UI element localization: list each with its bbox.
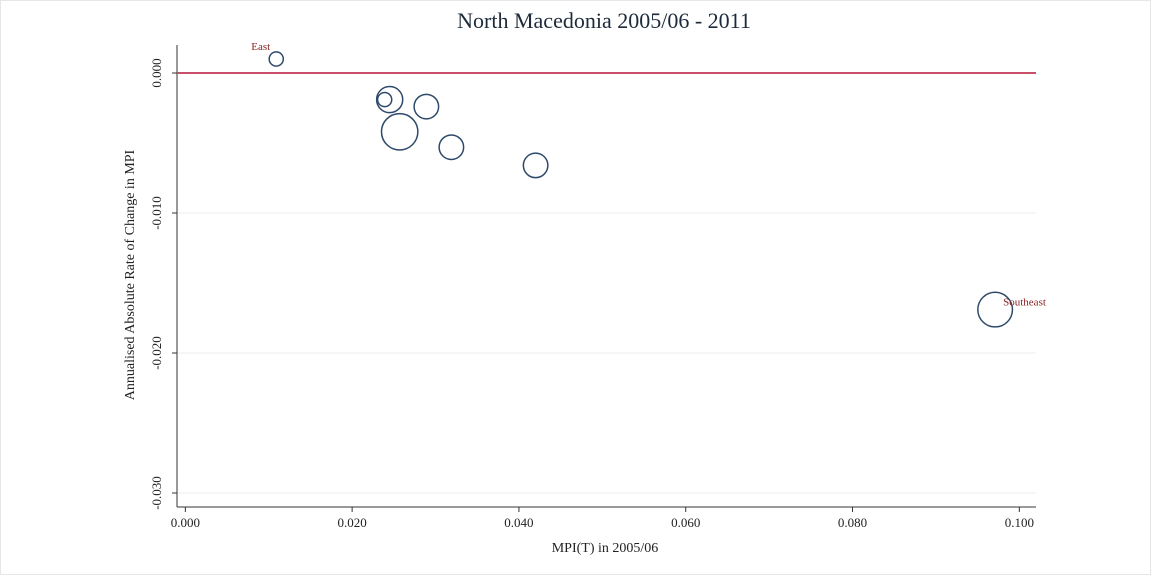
x-tick-label: 0.080	[838, 515, 867, 530]
point-label: East	[251, 41, 270, 53]
bubble	[380, 112, 419, 151]
y-axis-label: Annualised Absolute Rate of Change in MP…	[123, 149, 138, 400]
bubble	[375, 85, 404, 114]
x-tick-label: 0.060	[671, 515, 700, 530]
bubble	[268, 51, 285, 67]
x-tick-label: 0.100	[1005, 515, 1034, 530]
bubble	[413, 93, 440, 120]
bubble	[438, 134, 465, 161]
bubble	[522, 152, 549, 179]
y-tick-label: -0.010	[149, 196, 164, 230]
x-tick-label: 0.040	[504, 515, 533, 530]
bubble	[977, 291, 1014, 328]
y-tick-label: -0.020	[149, 336, 164, 370]
point-label: Southeast	[1003, 297, 1046, 309]
x-axis-label: MPI(T) in 2005/06	[552, 541, 659, 556]
x-tick-label: 0.020	[338, 515, 367, 530]
y-tick-label: -0.030	[149, 476, 164, 510]
x-tick-label: 0.000	[171, 515, 200, 530]
chart-title: North Macedonia 2005/06 - 2011	[457, 8, 751, 33]
y-tick-label: 0.000	[149, 58, 164, 87]
bubble	[376, 91, 393, 108]
